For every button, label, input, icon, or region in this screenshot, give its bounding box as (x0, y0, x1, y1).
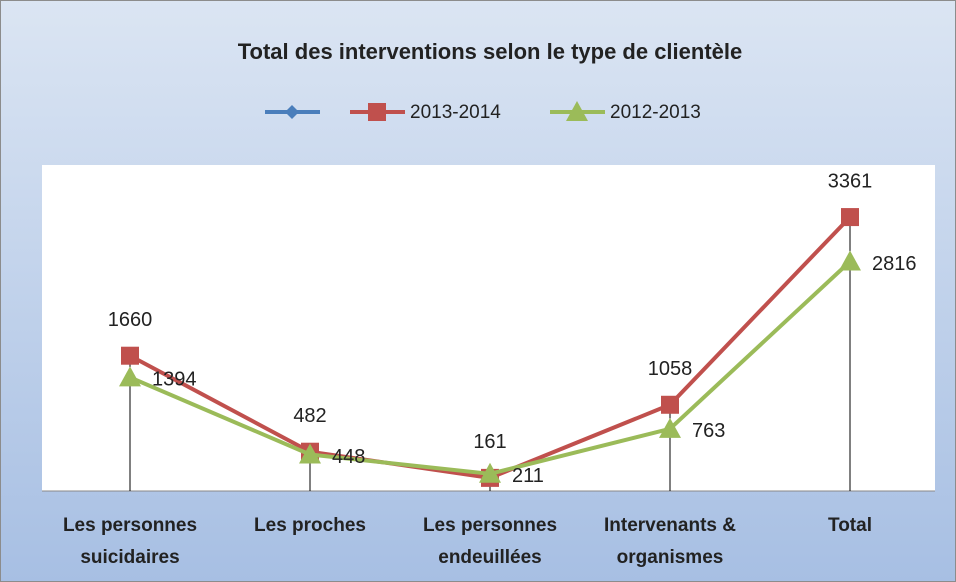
data-point (479, 462, 501, 483)
data-label: 211 (512, 465, 544, 487)
x-tick-label: Les personnes endeuillées (422, 515, 558, 568)
data-label: 763 (692, 420, 725, 442)
data-point (841, 208, 859, 227)
data-label: 1058 (648, 358, 693, 380)
data-point (299, 443, 321, 464)
data-label: 3361 (828, 170, 873, 192)
data-label: 448 (332, 446, 365, 468)
legend-label: 2012-2013 (610, 102, 701, 123)
x-tick-label: Total (828, 515, 872, 536)
legend-label: 2013-2014 (410, 102, 501, 123)
legend-marker (368, 103, 386, 121)
data-point (659, 417, 681, 438)
chart-title: Total des interventions selon le type de… (238, 39, 743, 64)
legend-marker (566, 101, 588, 121)
data-label: 1660 (108, 309, 153, 331)
data-label: 1394 (152, 369, 197, 391)
data-label: 161 (473, 431, 506, 453)
data-point (119, 366, 141, 387)
data-point (121, 346, 139, 365)
x-tick-label: Les proches (254, 515, 366, 536)
data-point (661, 395, 679, 414)
data-label: 482 (293, 405, 326, 427)
legend-marker (285, 105, 299, 119)
x-tick-label: Intervenants & organismes (604, 515, 736, 568)
x-tick-label: Les personnes suicidaires (62, 515, 198, 568)
plot-area (42, 165, 935, 491)
data-label: 2816 (872, 253, 917, 275)
data-point (839, 250, 861, 271)
